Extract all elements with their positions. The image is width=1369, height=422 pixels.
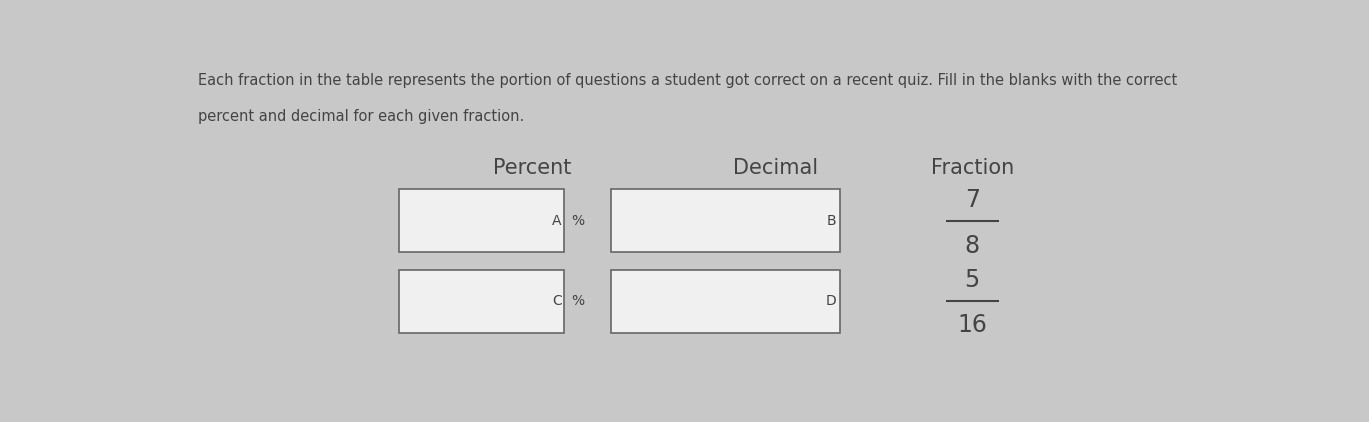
Text: 5: 5 — [965, 268, 980, 292]
Text: 7: 7 — [965, 188, 980, 212]
Text: A: A — [552, 214, 561, 227]
Bar — [612, 189, 839, 252]
Text: 8: 8 — [965, 234, 980, 257]
Bar — [400, 189, 564, 252]
Text: D: D — [826, 295, 836, 308]
Text: Fraction: Fraction — [931, 158, 1014, 178]
Text: %: % — [571, 295, 585, 308]
Text: C: C — [552, 295, 561, 308]
Text: percent and decimal for each given fraction.: percent and decimal for each given fract… — [197, 109, 524, 124]
Text: Decimal: Decimal — [734, 158, 819, 178]
Text: %: % — [571, 214, 585, 227]
Bar — [400, 270, 564, 333]
Bar — [612, 270, 839, 333]
Text: 16: 16 — [957, 313, 987, 337]
Text: Each fraction in the table represents the portion of questions a student got cor: Each fraction in the table represents th… — [197, 73, 1177, 88]
Text: Percent: Percent — [493, 158, 571, 178]
Text: B: B — [827, 214, 836, 227]
